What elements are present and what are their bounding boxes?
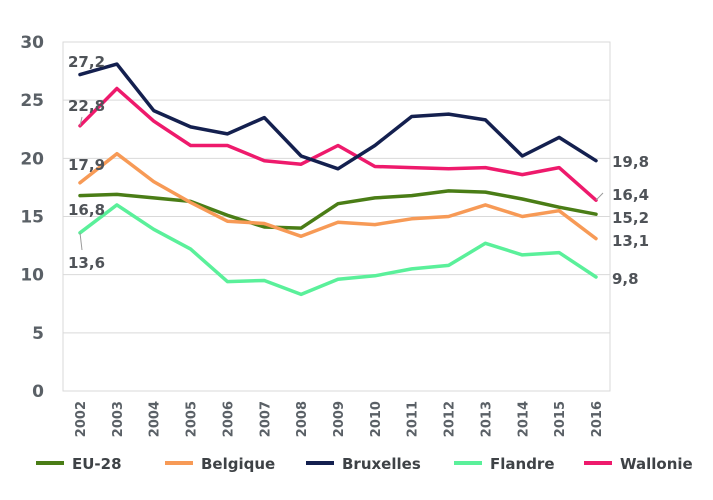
data-label-bruxelles-2002: 27,2 [68, 53, 105, 71]
series-line-wallonie [78, 86, 598, 202]
y-tick-label: 5 [32, 324, 44, 344]
x-tick-label: 2011 [406, 401, 421, 437]
data-label-wallonie-2002: 22,8 [68, 97, 105, 115]
x-tick-label: 2008 [295, 401, 310, 437]
data-label-flandre-2002: 13,6 [68, 254, 105, 272]
x-tick-label: 2007 [258, 401, 273, 437]
callout-lines [79, 116, 604, 251]
y-tick-label: 10 [20, 266, 44, 286]
series-lines [78, 62, 598, 297]
series-line-belgique [78, 151, 598, 241]
x-tick-label: 2009 [332, 401, 347, 437]
y-tick-label: 15 [20, 208, 44, 228]
x-tick-label: 2012 [443, 401, 458, 437]
series-line-eu-28 [78, 189, 598, 230]
y-tick-label: 20 [20, 149, 44, 169]
y-tick-label: 25 [20, 91, 44, 111]
series-line-bruxelles [78, 62, 598, 171]
legend-label: Flandre [490, 455, 555, 473]
data-labels: 27,2 22,8 17,9 16,8 13,6 19,8 16,4 15,2 13,1 9,8 [68, 53, 649, 288]
callout-leader [79, 232, 83, 251]
x-tick-label: 2010 [369, 401, 384, 437]
data-label-belgique-2002: 17,9 [68, 156, 105, 174]
legend-label: Wallonie [620, 455, 693, 473]
legend-label: EU-28 [72, 455, 122, 473]
callout-leader [79, 116, 83, 126]
gridlines [63, 41, 610, 334]
x-tick-label: 2006 [221, 401, 236, 437]
y-tick-label: 30 [20, 33, 44, 53]
x-tick-label: 2005 [185, 401, 200, 437]
x-tick-label: 2003 [111, 401, 126, 437]
y-axis: 0 5 10 15 20 25 30 [20, 33, 44, 402]
data-label-eu-28-2002: 16,8 [68, 201, 105, 219]
data-label-belgique-2016: 13,1 [612, 232, 649, 250]
x-tick-label: 2016 [590, 401, 605, 437]
legend-item-eu-28: EU-28 [36, 455, 122, 473]
y-tick-label: 0 [32, 382, 44, 402]
legend-item-bruxelles: Bruxelles [306, 455, 421, 473]
callout-leader [595, 192, 604, 201]
x-tick-label: 2002 [74, 401, 89, 437]
legend-item-flandre: Flandre [454, 455, 555, 473]
legend-label: Belgique [201, 455, 275, 473]
x-tick-label: 2015 [553, 401, 568, 437]
data-label-wallonie-2016: 16,4 [612, 186, 649, 204]
data-label-flandre-2016: 9,8 [612, 270, 639, 288]
x-tick-label: 2013 [479, 401, 494, 437]
data-label-eu-28-2016: 15,2 [612, 209, 649, 227]
x-tick-label: 2004 [148, 401, 163, 437]
legend-label: Bruxelles [342, 455, 421, 473]
x-tick-label: 2014 [516, 401, 531, 437]
legend-item-belgique: Belgique [165, 455, 275, 473]
legend-item-wallonie: Wallonie [584, 455, 693, 473]
legend: EU-28 Belgique Bruxelles Flandre Wallonie [36, 455, 693, 473]
series-line-flandre [78, 203, 598, 297]
data-label-bruxelles-2016: 19,8 [612, 153, 649, 171]
x-axis: 2002 2003 2004 2005 2006 2007 2008 2009 2010 2011… [74, 401, 605, 437]
